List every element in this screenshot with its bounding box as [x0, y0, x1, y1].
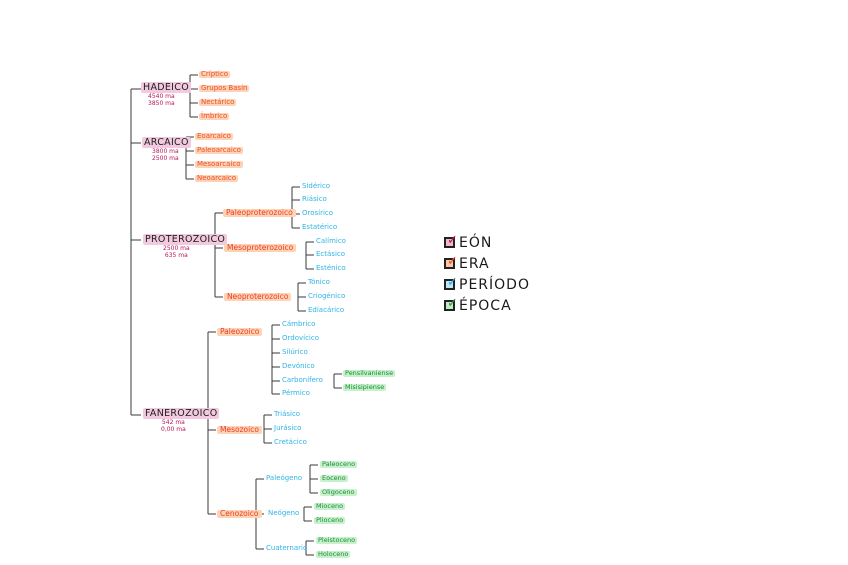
era-eoarcaico: Eoarcaico — [195, 132, 233, 140]
period-silurico: Silúrico — [282, 348, 308, 356]
eon-proterozoico-dates: 2500 ma 635 ma — [163, 245, 190, 259]
period-cretacico: Cretácico — [274, 438, 307, 446]
checkbox-icon: ✓ — [444, 276, 458, 290]
epoch-eoceno: Eoceno — [320, 474, 348, 482]
eon-arcaico-label: ARCAICO — [142, 137, 191, 148]
legend-label: PERÍODO — [459, 276, 530, 293]
period-calimico: Calímico — [316, 237, 346, 245]
period-jurasico: Jurásico — [274, 424, 302, 432]
period-ediacarico: Ediacárico — [308, 306, 345, 314]
epoch-pensilvaniense: Pensilvaniense — [343, 369, 396, 377]
epoch-paleoceno: Paleoceno — [320, 460, 358, 468]
legend: ✓ EÓN ✓ ERA ✓ PERÍODO ✓ ÉPOCA — [444, 232, 530, 316]
checkbox-icon: ✓ — [444, 255, 458, 269]
period-estenico: Esténico — [316, 264, 346, 272]
legend-item-eon: ✓ EÓN — [444, 232, 530, 253]
eon-hadeico-dates: 4540 ma 3850 ma — [148, 93, 175, 107]
era-grupos-basin: Grupos Basin — [199, 84, 250, 92]
era-neoarcaico: Neoarcaico — [195, 174, 239, 182]
era-mesoarcaico: Mesoarcaico — [195, 160, 243, 168]
legend-item-era: ✓ ERA — [444, 253, 530, 274]
period-ectasico: Ectásico — [316, 250, 346, 258]
era-neoproterozoico: Neoproterozoico — [224, 293, 292, 301]
epoch-oligoceno: Oligoceno — [320, 488, 357, 496]
period-permico: Pérmico — [282, 389, 310, 397]
period-ordovicico: Ordovícico — [282, 334, 320, 342]
epoch-holoceno: Holoceno — [316, 550, 351, 558]
period-siderico: Sidérico — [302, 182, 331, 190]
eon-fanerozoico-dates: 542 ma 0,00 ma — [161, 419, 186, 433]
era-criptico: Críptico — [199, 70, 230, 78]
epoch-misisipiense: Misisipiense — [343, 383, 387, 391]
period-estaterico: Estatérico — [302, 223, 338, 231]
epoch-mioceno: Mioceno — [314, 502, 346, 510]
eon-fanerozoico-label: FANEROZOICO — [143, 408, 220, 419]
period-paleogeno: Paleógeno — [266, 474, 303, 482]
period-triasico: Triásico — [274, 410, 301, 418]
period-carbonifero: Carbonífero — [282, 376, 323, 384]
period-devonico: Devónico — [282, 362, 315, 370]
period-orosirico: Orosírico — [302, 209, 334, 217]
era-cenozoico: Cenozoico — [217, 510, 262, 518]
epoch-pleistoceno: Pleistoceno — [316, 536, 358, 544]
period-tonico: Tónico — [308, 278, 330, 286]
checkbox-icon: ✓ — [444, 297, 458, 311]
legend-item-epoca: ✓ ÉPOCA — [444, 295, 530, 316]
checkbox-icon: ✓ — [444, 234, 458, 248]
period-neogeno: Neógeno — [268, 509, 300, 517]
period-cuaternario: Cuaternario — [266, 544, 308, 552]
period-cambrico: Cámbrico — [282, 320, 316, 328]
legend-label: ÉPOCA — [459, 297, 512, 314]
era-paleozoico: Paleozoico — [217, 328, 263, 336]
era-mesoproterozoico: Mesoproterozoico — [224, 244, 297, 252]
legend-item-periodo: ✓ PERÍODO — [444, 274, 530, 295]
epoch-plioceno: Plioceno — [314, 516, 346, 524]
era-imbrico: Ímbrico — [199, 112, 230, 120]
era-mesozoico: Mesozoico — [217, 426, 262, 434]
era-nectarico: Nectárico — [199, 98, 237, 106]
period-criogenico: Criogénico — [308, 292, 346, 300]
eon-arcaico-dates: 3800 ma 2500 ma — [152, 148, 179, 162]
eon-hadeico-label: HADEICO — [141, 82, 191, 93]
era-paleoproterozoico: Paleoproterozoico — [223, 209, 296, 217]
legend-label: ERA — [459, 255, 490, 272]
legend-label: EÓN — [459, 234, 493, 251]
eon-proterozoico-label: PROTEROZOICO — [143, 234, 228, 245]
era-paleoarcaico: Paleoarcaico — [195, 146, 243, 154]
period-riasico: Riásico — [302, 195, 327, 203]
